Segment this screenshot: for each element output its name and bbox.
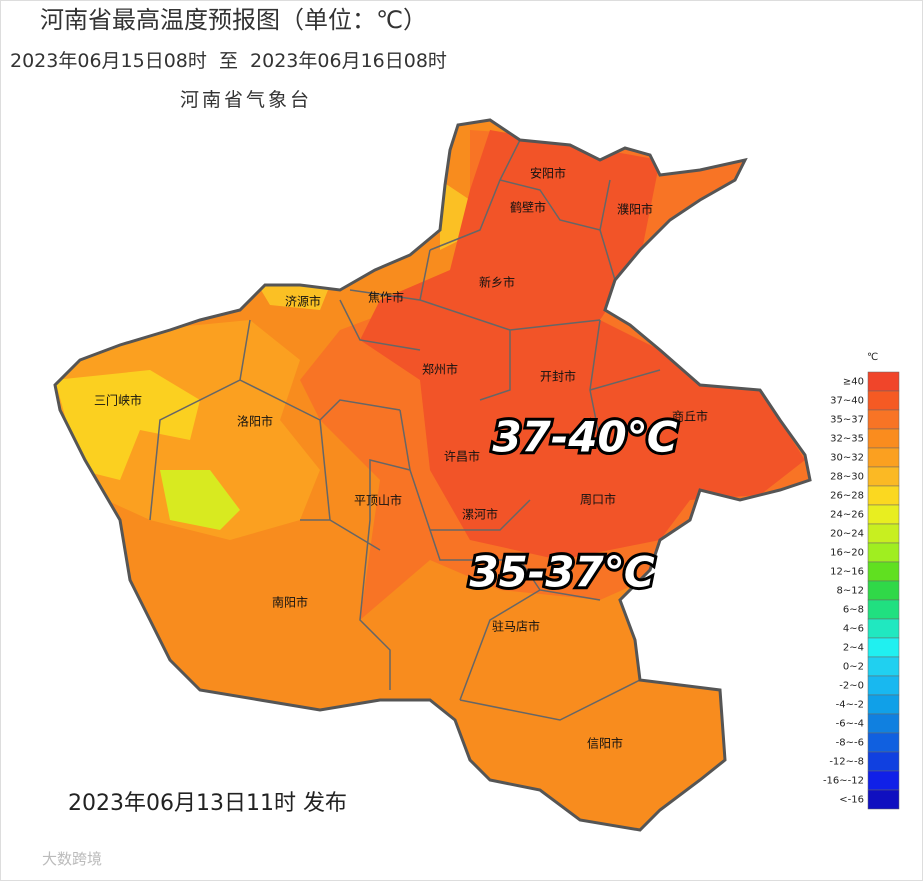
zone-annotation: 35-37℃ <box>469 548 654 597</box>
issue-time: 2023年06月13日11时 发布 <box>68 791 347 816</box>
title: 河南省最高温度预报图（单位：℃） <box>40 6 427 34</box>
city-label: 商丘市 <box>672 409 708 424</box>
legend-label: 32~35 <box>830 434 864 445</box>
watermark: 大数跨境 <box>42 850 102 868</box>
city-label: 济源市 <box>285 294 321 309</box>
city-label: 许昌市 <box>444 449 480 464</box>
zone-37-40 <box>360 130 805 560</box>
legend-swatch <box>867 485 900 506</box>
city-label: 开封市 <box>540 369 576 384</box>
legend-swatch <box>867 523 900 544</box>
city-label: 南阳市 <box>272 595 308 610</box>
legend-swatch <box>867 409 900 430</box>
legend-swatch <box>867 675 900 696</box>
city-label: 安阳市 <box>530 166 566 181</box>
legend-swatch <box>867 751 900 772</box>
legend-label: -2~0 <box>839 681 864 692</box>
legend-label: ≥40 <box>843 377 864 388</box>
legend: ℃ ≥40 37~40 35~37 32~35 30~32 28~30 26~28 24~26 2… <box>823 352 900 810</box>
city-label: 新乡市 <box>479 275 515 290</box>
legend-label: 16~20 <box>830 548 864 559</box>
legend-swatch <box>867 428 900 449</box>
city-label: 洛阳市 <box>237 414 273 429</box>
legend-label: -12~-8 <box>829 757 864 768</box>
legend-label: 0~2 <box>843 662 864 673</box>
legend-swatch <box>867 504 900 525</box>
city-label: 鹤壁市 <box>510 200 546 215</box>
zone-26-28 <box>55 370 200 480</box>
city-label: 郑州市 <box>422 362 458 377</box>
legend-label: -6~-4 <box>836 719 864 730</box>
legend-label: 26~28 <box>830 491 864 502</box>
legend-label: 35~37 <box>830 415 864 426</box>
legend-label: 37~40 <box>830 396 864 407</box>
city-label: 平顶山市 <box>354 493 402 508</box>
zone-24-26 <box>160 470 240 530</box>
legend-label: 6~8 <box>843 605 864 616</box>
city-label: 驻马店市 <box>492 619 540 634</box>
legend-swatch <box>867 542 900 563</box>
city-boundaries <box>149 139 661 721</box>
legend-label: <-16 <box>839 795 864 806</box>
legend-swatch <box>867 770 900 791</box>
legend-swatch <box>867 390 900 411</box>
city-label: 三门峡市 <box>94 393 142 408</box>
annotations: 37-40℃ 35-37℃ <box>466 410 680 600</box>
legend-label: 28~30 <box>830 472 864 483</box>
city-label: 焦作市 <box>368 290 404 305</box>
legend-label: 20~24 <box>830 529 864 540</box>
agency: 河南省气象台 <box>180 89 312 111</box>
legend-label: 24~26 <box>830 510 864 521</box>
legend-label: 12~16 <box>830 567 864 578</box>
legend-swatch <box>867 561 900 582</box>
legend-label: 2~4 <box>843 643 864 654</box>
legend-swatch <box>867 713 900 734</box>
period: 2023年06月15日08时 至 2023年06月16日08时 <box>10 50 447 72</box>
legend-swatch <box>867 447 900 468</box>
legend-swatch <box>867 371 900 392</box>
legend-swatch <box>867 466 900 487</box>
legend-swatch <box>867 694 900 715</box>
legend-label: 4~6 <box>843 624 864 635</box>
zone-annotation: 37-40℃ <box>492 413 677 462</box>
legend-swatch <box>867 618 900 639</box>
legend-label: -4~-2 <box>836 700 864 711</box>
legend-swatch <box>867 732 900 753</box>
zone-28-30 <box>255 180 470 310</box>
legend-unit: ℃ <box>867 352 878 363</box>
legend-label: 8~12 <box>837 586 864 597</box>
legend-swatch <box>867 637 900 658</box>
legend-label: -8~-6 <box>836 738 864 749</box>
legend-swatch <box>867 789 900 810</box>
legend-swatch <box>867 656 900 677</box>
city-label: 信阳市 <box>587 736 623 751</box>
city-label: 漯河市 <box>462 507 498 522</box>
city-label: 濮阳市 <box>617 202 653 217</box>
legend-swatch <box>867 599 900 620</box>
legend-label: -16~-12 <box>823 776 864 787</box>
legend-label: 30~32 <box>830 453 864 464</box>
legend-swatch <box>867 580 900 601</box>
city-label: 周口市 <box>580 492 616 507</box>
